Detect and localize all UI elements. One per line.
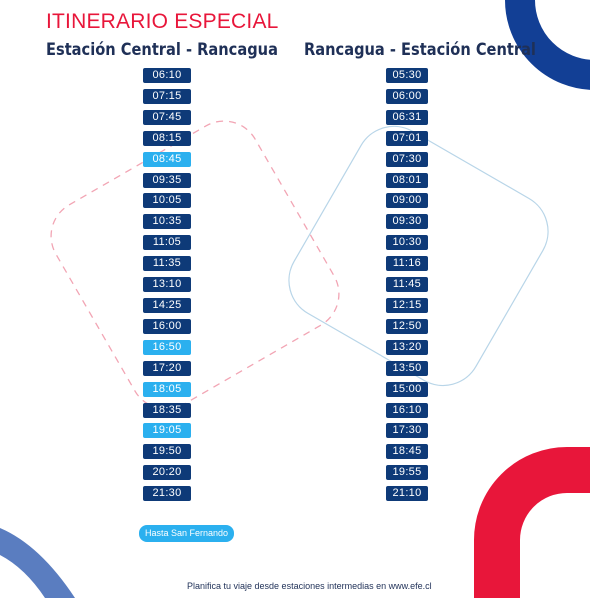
page-title: ITINERARIO ESPECIAL <box>46 10 279 33</box>
departure-time-left: 16:50 <box>143 339 191 355</box>
departure-time-right: 06:00 <box>386 88 428 104</box>
departure-time-left: 18:35 <box>143 402 191 418</box>
departure-time-left: 19:50 <box>143 444 191 460</box>
departure-time-right: 11:16 <box>386 256 428 272</box>
blue-band-decor <box>0 528 75 598</box>
departure-time-left: 16:00 <box>143 318 191 334</box>
departure-time-left: 07:15 <box>143 88 191 104</box>
departure-time-right: 12:15 <box>386 297 428 313</box>
departure-time-left: 10:35 <box>143 214 191 230</box>
departure-time-left: 17:20 <box>143 360 191 376</box>
departure-time-left: 08:15 <box>143 130 191 146</box>
departure-time-right: 08:01 <box>386 172 428 188</box>
departure-time-left: 07:45 <box>143 109 191 125</box>
departure-time-left: 20:20 <box>143 465 191 481</box>
departure-time-left: 08:45 <box>143 151 191 167</box>
dashed-pink-shape <box>50 120 340 410</box>
departure-time-right: 13:20 <box>386 339 428 355</box>
route-heading-right: Rancagua - Estación Central <box>304 40 536 60</box>
departure-time-left: 09:35 <box>143 172 191 188</box>
departure-time-right: 07:01 <box>386 130 428 146</box>
departure-time-right: 17:30 <box>386 423 428 439</box>
departure-time-right: 19:55 <box>386 465 428 481</box>
departure-time-left: 14:25 <box>143 297 191 313</box>
departure-time-left: 11:35 <box>143 256 191 272</box>
departure-time-left: 18:05 <box>143 381 191 397</box>
departure-time-right: 13:50 <box>386 360 428 376</box>
departure-time-right: 10:30 <box>386 235 428 251</box>
departures-column-left: 06:10 07:15 07:45 08:15 08:45 09:35 10:05 10:35… <box>143 68 191 507</box>
red-arc-decor <box>474 447 590 598</box>
blue-arc-decor <box>505 0 590 90</box>
departure-time-left: 21:30 <box>143 486 191 502</box>
departure-time-right: 16:10 <box>386 402 428 418</box>
departure-time-right: 11:45 <box>386 277 428 293</box>
legend-badge: Hasta San Fernando <box>139 525 234 542</box>
departure-time-right: 07:30 <box>386 151 428 167</box>
departure-time-right: 18:45 <box>386 444 428 460</box>
departure-time-right: 05:30 <box>386 68 428 83</box>
departure-time-right: 06:31 <box>386 109 428 125</box>
departure-time-left: 10:05 <box>143 193 191 209</box>
light-blue-outline-shape <box>288 125 549 387</box>
departure-time-left: 19:05 <box>143 423 191 439</box>
departure-time-left: 11:05 <box>143 235 191 251</box>
route-heading-left: Estación Central - Rancagua <box>46 40 278 60</box>
departure-time-left: 06:10 <box>143 68 191 83</box>
departures-column-right: 05:30 06:00 06:31 07:01 07:30 08:01 09:00 09:30… <box>386 68 428 507</box>
departure-time-right: 09:00 <box>386 193 428 209</box>
departure-time-right: 09:30 <box>386 214 428 230</box>
departure-time-left: 13:10 <box>143 277 191 293</box>
departure-time-right: 15:00 <box>386 381 428 397</box>
departure-time-right: 12:50 <box>386 318 428 334</box>
departure-time-right: 21:10 <box>386 486 428 502</box>
footer-note: Planifica tu viaje desde estaciones inte… <box>187 581 432 591</box>
